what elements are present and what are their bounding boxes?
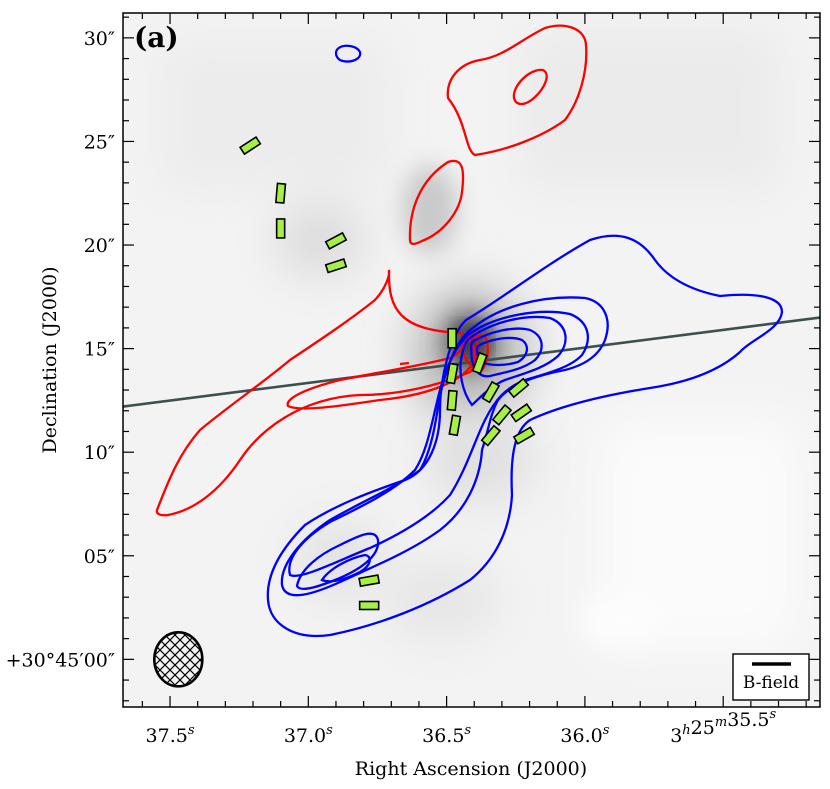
beam-ellipse	[153, 631, 204, 688]
bfield-vector-9	[448, 414, 462, 437]
bfield-vector-10	[471, 351, 488, 375]
legend-box	[732, 653, 810, 701]
red-contour	[512, 68, 548, 106]
y-axis-title: Declination (J2000)	[39, 266, 61, 453]
bfield-vector-6	[447, 327, 457, 349]
red-contour	[446, 24, 588, 157]
bfield-vector-11	[481, 380, 501, 404]
axis-ticks	[123, 13, 820, 707]
bfield-vector-13	[480, 424, 502, 447]
red-contour	[408, 159, 465, 246]
y-tick-label: 20″	[84, 235, 115, 257]
blue-contour	[470, 327, 543, 378]
y-tick-label: 15″	[84, 339, 115, 361]
y-tick-label: +30°45′00″	[6, 649, 115, 671]
y-tick-label: 05″	[84, 546, 115, 568]
x-tick-label: 37.5s	[146, 723, 195, 747]
x-tick-label: 3h25m35.5s	[670, 707, 776, 747]
blue-contour	[280, 296, 609, 597]
legend: B-field	[732, 653, 810, 701]
bfield-vector-7	[445, 362, 459, 385]
x-axis-title: Right Ascension (J2000)	[355, 758, 587, 780]
bfield-vector-1	[238, 135, 262, 156]
bfield-vector-18	[358, 600, 380, 611]
y-tick-label: 30″	[84, 28, 115, 50]
legend-label: B-field	[743, 673, 799, 693]
bfield-vector-15	[510, 402, 533, 423]
bfield-vector-16	[512, 426, 536, 445]
bfield-vector-8	[446, 389, 458, 412]
x-tick-label: 36.0s	[560, 723, 609, 747]
blue-contour	[295, 532, 380, 590]
y-tick-label: 25″	[84, 131, 115, 153]
blue-contour	[288, 310, 590, 577]
blue-lobe-contours	[266, 44, 784, 638]
bfield-vector-17	[358, 574, 381, 588]
blue-contour	[459, 315, 567, 407]
bfield-vector-4	[324, 231, 348, 250]
blue-contour	[266, 234, 784, 638]
bfield-vector-3	[275, 218, 286, 239]
x-tick-label: 37.0s	[284, 723, 333, 747]
bfield-vector-2	[274, 182, 287, 204]
red-contour	[399, 361, 410, 366]
bfield-vector-14	[507, 377, 530, 399]
plot-frame	[122, 12, 821, 708]
x-tick-label: 36.5s	[422, 723, 471, 747]
bfield-vectors	[238, 135, 536, 611]
bfield-vector-12	[491, 403, 513, 426]
continuum-image	[123, 13, 820, 707]
blue-contour	[320, 553, 371, 583]
blue-contour	[334, 44, 362, 63]
bfield-vector-5	[324, 257, 348, 274]
x-tick-labels: 37.5s 37.0s 36.5s 36.0s 3h25m35.5s	[146, 707, 777, 747]
red-contour	[155, 269, 477, 517]
y-tick-labels: 30″ 25″ 20″ 15″ 10″ 05″ +30°45′00″	[6, 28, 115, 671]
panel-label: (a)	[134, 21, 179, 54]
y-tick-label: 10″	[84, 442, 115, 464]
